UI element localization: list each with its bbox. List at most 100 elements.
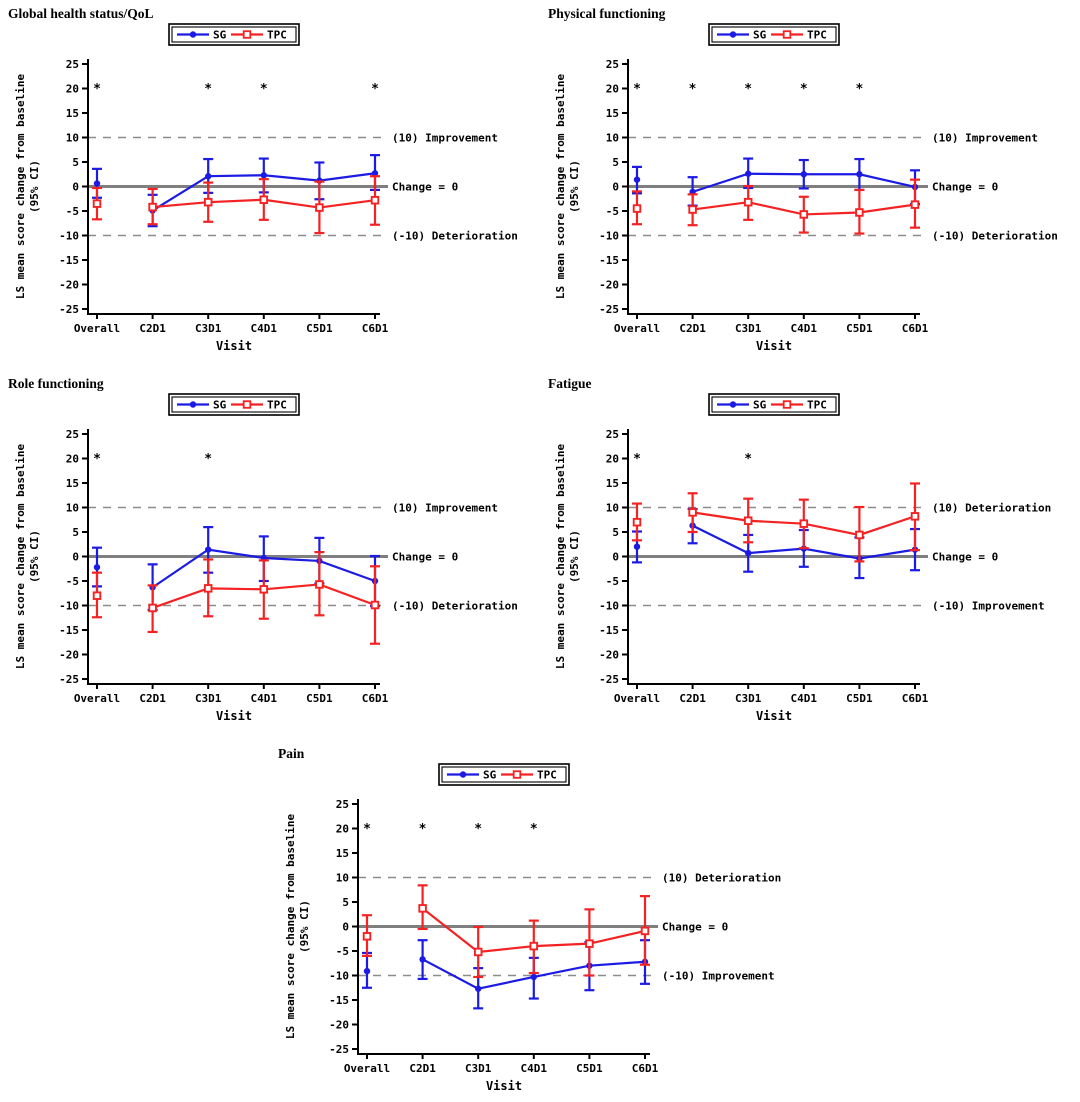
y-tick-label: 15 [606,107,619,120]
y-tick-label: -25 [59,673,79,686]
x-tick-label: C2D1 [139,322,166,335]
data-point-marker [800,171,807,178]
y-tick-label: 15 [66,477,79,490]
y-tick-label: -10 [329,970,349,983]
chart-title-physical-functioning: Physical functioning [548,6,666,21]
y-tick-label: 15 [66,107,79,120]
axes: 25 20 15 10 5 0 -5 -10 -15 -20 -25 Overall C2D1 C3D1 C… [554,428,1051,723]
legend-tpc-label: TPC [267,399,287,412]
significance-asterisk: * [93,82,101,97]
legend-tpc-marker-icon [782,30,792,39]
significance-asterisk: * [689,82,697,97]
data-point-marker [633,176,641,183]
axes: 25 20 15 10 5 0 -5 -10 -15 -20 -25 Overall C2D1 C3D1 C… [14,428,518,723]
zero-reference-label: Change = 0 [662,921,728,934]
legend-sg-marker-icon [189,401,197,408]
y-tick-label: -5 [336,945,349,958]
lower-reference-label: (-10) Deterioration [392,600,518,613]
data-point-marker [363,967,371,975]
y-tick-label: -15 [329,994,349,1007]
data-point-marker [315,203,324,212]
upper-reference-label: (10) Deterioration [932,502,1051,515]
data-point-marker [745,170,752,177]
data-point-marker [370,600,380,610]
legend-tpc-label: TPC [537,769,557,782]
x-tick-label: C4D1 [521,1062,548,1075]
y-tick-label: 25 [606,428,619,441]
chart-cell-physical-functioning: Physical functioning 25 20 15 10 5 0 -5 -10 -15 -… [540,0,1080,370]
significance-asterisk: * [633,452,641,467]
legend-sg-label: SG [483,769,497,782]
legend-tpc-label: TPC [267,29,287,42]
x-tick-label: Overall [74,322,120,335]
y-axis-label: LS mean score change from baseline [554,74,567,300]
plot-pain: 25 20 15 10 5 0 -5 -10 -15 -20 -25 Overall C2D1 C3D1 C… [284,763,781,1093]
chart-cell-pain: Pain 25 20 15 10 5 0 -5 -10 -15 -20 -25 Overall C2D1… [270,740,810,1095]
x-axis-label: Visit [756,339,792,353]
series-tpc [92,550,380,645]
series-sg [92,154,380,228]
data-point-marker [362,932,372,941]
x-tick-label: C4D1 [251,692,278,705]
x-tick-label: Overall [74,692,120,705]
y-tick-label: -10 [599,600,619,613]
data-point-marker [148,603,157,613]
legend-tpc-marker-icon [782,400,792,409]
significance-asterisk: * [744,82,752,97]
y-tick-label: -15 [599,254,619,267]
data-point-marker [640,926,650,936]
legend: SG TPC [438,763,570,786]
legend: SG TPC [168,393,300,416]
x-tick-label: C2D1 [679,692,706,705]
x-tick-label: C4D1 [251,322,278,335]
y-tick-label: 0 [72,181,79,194]
legend-sg-marker-icon [459,771,467,778]
legend-tpc-label: TPC [807,29,827,42]
y-tick-label: 0 [612,551,619,564]
legend: SG TPC [708,23,840,46]
legend-tpc-marker-icon [242,400,252,409]
data-point-marker [688,205,697,214]
y-tick-label: -5 [66,575,79,588]
data-point-marker [148,202,157,212]
axes: 25 20 15 10 5 0 -5 -10 -15 -20 -25 Overall C2D1 C3D1 C… [14,58,518,353]
data-point-marker [632,517,642,527]
upper-reference-label: (10) Improvement [392,502,498,515]
y-tick-label: -15 [599,624,619,637]
data-point-marker [418,904,427,913]
legend-sg-label: SG [753,399,767,412]
chart-title-fatigue: Fatigue [548,376,592,391]
lower-reference-label: (-10) Improvement [932,600,1045,613]
x-tick-label: C5D1 [846,322,873,335]
y-axis-label-line2: (95% CI) [298,900,311,953]
data-point-marker [315,580,324,589]
data-point-marker [855,208,864,217]
axes: 25 20 15 10 5 0 -5 -10 -15 -20 -25 Overall C2D1 C3D1 C… [284,798,781,1093]
series-sg [632,157,920,207]
plot-fatigue: 25 20 15 10 5 0 -5 -10 -15 -20 -25 Overall C2D1 C3D1 C… [554,393,1051,723]
legend-tpc-marker-icon [512,770,522,779]
data-point-marker [203,584,213,593]
y-tick-label: 25 [66,58,79,71]
legend-sg-label: SG [213,29,227,42]
data-point-marker [92,591,102,600]
lower-reference-label: (-10) Deterioration [932,230,1058,243]
y-tick-label: -20 [329,1019,349,1032]
figure-row-2: Role functioning 25 20 15 10 5 0 -5 -10 -15 -20 -2… [0,370,1080,740]
data-point-marker [259,195,269,204]
data-point-marker [799,519,809,528]
series-sg [92,526,380,612]
x-tick-label: C6D1 [632,1062,659,1075]
significance-asterisk: * [204,82,212,97]
chart-title-role-functioning: Role functioning [8,376,104,391]
y-tick-label: 25 [336,798,349,811]
y-tick-label: 10 [336,872,349,885]
zero-reference-label: Change = 0 [392,551,458,564]
significance-asterisk: * [260,82,268,97]
lower-reference-label: (-10) Deterioration [392,230,518,243]
y-axis-label-line2: (95% CI) [568,160,581,213]
upper-reference-label: (10) Deterioration [662,872,781,885]
data-point-marker [910,512,920,521]
legend-sg-label: SG [213,399,227,412]
